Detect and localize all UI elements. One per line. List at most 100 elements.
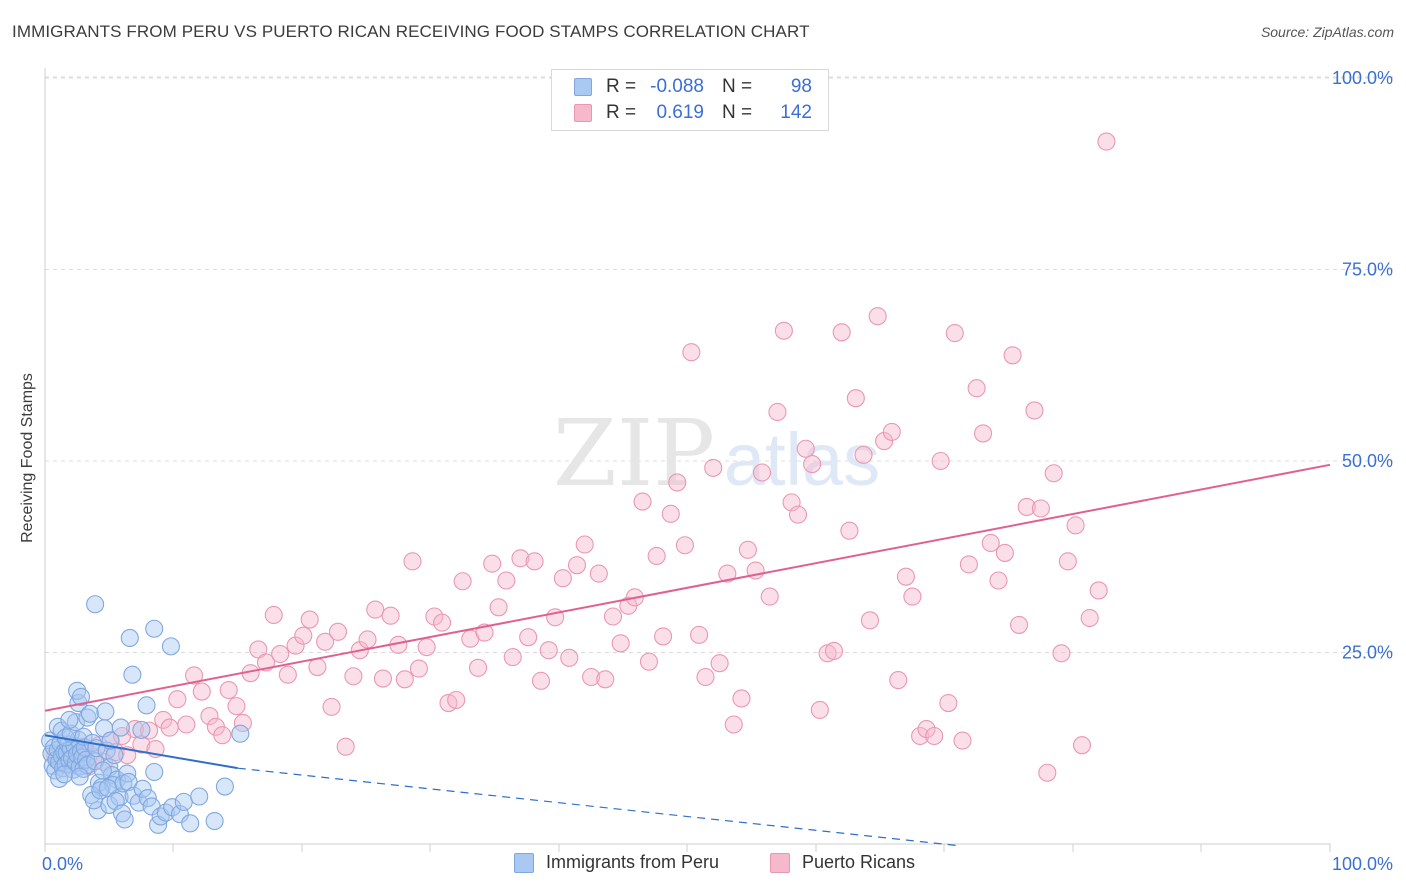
- data-point-puerto-ricans: [603, 607, 623, 626]
- legend-swatch-pink: [574, 104, 592, 122]
- data-point-puerto-ricans: [185, 666, 204, 685]
- legend-label-peru: Immigrants from Peru: [546, 852, 720, 872]
- data-point-puerto-ricans: [373, 669, 393, 688]
- data-point-puerto-ricans: [200, 707, 219, 726]
- data-point-puerto-ricans: [973, 424, 993, 443]
- data-point-puerto-ricans: [903, 587, 922, 606]
- data-point-puerto-ricans: [989, 571, 1008, 590]
- data-point-puerto-ricans: [525, 552, 544, 571]
- legend-swatch-pink: [770, 852, 790, 873]
- data-point-puerto-ricans: [483, 554, 502, 573]
- legend-item-peru[interactable]: Immigrants from Peru: [514, 852, 719, 873]
- data-point-puerto-ricans: [519, 628, 538, 647]
- data-point-puerto-ricans: [154, 710, 173, 729]
- data-point-puerto-ricans: [219, 680, 238, 700]
- data-point-puerto-ricans: [846, 389, 865, 408]
- data-point-puerto-ricans: [553, 569, 572, 588]
- data-point-puerto-ricans: [560, 648, 579, 667]
- data-point-puerto-ricans: [300, 610, 319, 629]
- data-point-peru: [215, 777, 234, 796]
- tick-labels: 25.0% 50.0% 75.0% 100.0% 0.0% 100.0%: [42, 68, 1393, 874]
- data-point-peru: [55, 765, 74, 784]
- data-point-puerto-ricans: [981, 533, 1000, 553]
- series-immigrants-from-peru: [41, 595, 250, 834]
- data-point-puerto-ricans: [882, 422, 901, 441]
- data-point-puerto-ricans: [132, 735, 151, 754]
- grid-lines: [45, 76, 1395, 653]
- data-point-puerto-ricans: [953, 731, 972, 750]
- data-point-puerto-ricans: [328, 622, 348, 641]
- data-point-puerto-ricans: [271, 644, 290, 664]
- data-point-puerto-ricans: [945, 324, 964, 343]
- data-point-puerto-ricans: [227, 697, 246, 716]
- data-point-peru: [163, 798, 182, 817]
- data-point-puerto-ricans: [796, 439, 815, 458]
- data-point-puerto-ricans: [1017, 497, 1036, 517]
- data-point-puerto-ricans: [889, 671, 908, 690]
- data-point-puerto-ricans: [832, 323, 851, 342]
- legend-r-value: -0.088: [650, 76, 704, 97]
- data-point-puerto-ricans: [531, 671, 551, 690]
- data-point-puerto-ricans: [1066, 516, 1085, 535]
- data-point-puerto-ricans: [433, 613, 452, 632]
- legend-label-puerto-ricans: Puerto Ricans: [802, 852, 916, 872]
- data-point-puerto-ricans: [1080, 608, 1099, 628]
- data-point-puerto-ricans: [264, 605, 283, 625]
- data-point-puerto-ricans: [1097, 132, 1116, 151]
- data-point-puerto-ricans: [633, 492, 652, 511]
- data-point-puerto-ricans: [696, 667, 715, 687]
- legend-row-peru: R = -0.088 N = 98: [574, 74, 812, 100]
- data-point-puerto-ricans: [896, 567, 916, 586]
- data-point-puerto-ricans: [868, 307, 887, 326]
- legend-swatch-blue: [514, 852, 534, 873]
- data-point-puerto-ricans: [294, 626, 313, 645]
- axes: [44, 68, 1331, 852]
- data-point-puerto-ricans: [140, 721, 159, 740]
- data-point-puerto-ricans: [322, 697, 341, 716]
- data-point-peru: [205, 811, 224, 831]
- data-point-peru: [111, 718, 130, 737]
- data-point-puerto-ricans: [582, 667, 601, 687]
- data-point-puerto-ricans: [668, 473, 687, 492]
- data-point-puerto-ricans: [654, 627, 673, 646]
- data-point-peru: [71, 687, 91, 706]
- trend-lines: [44, 463, 1331, 847]
- legend-row-puerto-ricans: R = 0.619 N = 142: [574, 100, 812, 126]
- data-point-puerto-ricans: [575, 535, 594, 554]
- data-point-puerto-ricans: [168, 690, 187, 709]
- data-point-peru: [96, 702, 115, 721]
- data-point-puerto-ricans: [344, 667, 363, 686]
- legend-n-value: 98: [790, 76, 812, 97]
- data-point-puerto-ricans: [661, 504, 680, 523]
- data-point-puerto-ricans: [925, 726, 944, 746]
- data-point-puerto-ricans: [213, 726, 232, 745]
- data-point-puerto-ricans: [539, 641, 558, 660]
- data-point-puerto-ricans: [967, 379, 986, 398]
- data-point-peru: [174, 792, 193, 811]
- legend-r-label: R =: [606, 102, 637, 123]
- legend-item-puerto-ricans[interactable]: Puerto Ricans: [770, 852, 915, 873]
- data-point-peru: [120, 628, 139, 647]
- data-point-puerto-ricans: [453, 572, 472, 591]
- x-tick-label: 0.0%: [42, 854, 83, 874]
- watermark-atlas: atlas: [724, 418, 880, 501]
- data-point-puerto-ricans: [840, 521, 859, 540]
- data-point-puerto-ricans: [690, 625, 709, 644]
- data-point-puerto-ricans: [366, 600, 385, 619]
- data-point-puerto-ricans: [704, 458, 723, 477]
- data-point-peru: [133, 779, 152, 798]
- y-tick-label: 25.0%: [1342, 643, 1393, 663]
- data-point-puerto-ricans: [854, 445, 873, 464]
- data-point-puerto-ricans: [738, 540, 757, 559]
- data-point-puerto-ricans: [752, 463, 772, 482]
- data-point-puerto-ricans: [308, 658, 327, 677]
- data-point-puerto-ricans: [1003, 346, 1022, 365]
- data-point-peru: [123, 665, 142, 684]
- legend-r-label: R =: [606, 76, 637, 97]
- legend-r-value: 0.619: [656, 102, 704, 123]
- data-point-puerto-ricans: [468, 658, 488, 677]
- data-point-puerto-ricans: [316, 632, 335, 651]
- data-point-puerto-ricans: [647, 546, 666, 566]
- data-point-peru: [145, 762, 164, 782]
